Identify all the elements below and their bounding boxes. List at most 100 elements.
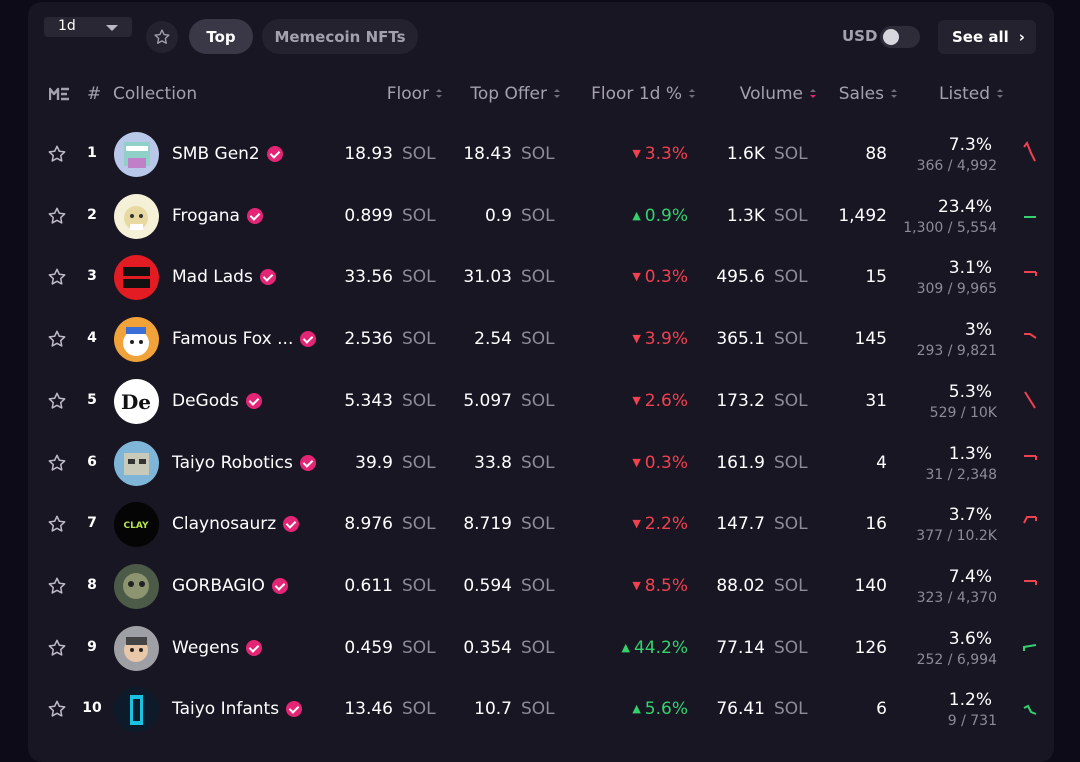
collection-avatar[interactable] — [114, 563, 159, 609]
table-row[interactable]: 8 GORBAGIO 0.611 SOL 0.594 SOL ▼ 8.5% 88.02 SOL 14… — [0, 557, 1080, 619]
col-floor-header[interactable]: Floor — [387, 84, 442, 104]
star-icon[interactable] — [47, 576, 67, 596]
star-icon[interactable] — [47, 206, 67, 226]
col-listed-label: Listed — [939, 84, 990, 104]
collection-avatar[interactable] — [114, 193, 159, 239]
floor-change: ▲ 0.9% — [632, 206, 688, 226]
floor-sparkline — [1024, 391, 1036, 409]
collection-avatar[interactable] — [114, 687, 159, 733]
table-row[interactable]: 1 SMB Gen2 18.93 SOL 18.43 SOL ▼ 3.3% 1.6K SOL 88 7… — [0, 125, 1080, 187]
table-row[interactable]: 3 Mad Lads 33.56 SOL 31.03 SOL ▼ 0.3% 495.6 SOL 15… — [0, 248, 1080, 310]
listed-percent: 7.3% — [948, 135, 992, 155]
collections-panel — [28, 2, 1054, 762]
floor-price: 33.56 — [344, 267, 393, 288]
collection-name[interactable]: Taiyo Robotics — [172, 453, 316, 473]
collection-name-text: Mad Lads — [172, 267, 253, 288]
collection-name[interactable]: Taiyo Infants — [172, 699, 303, 720]
usd-toggle[interactable] — [880, 26, 920, 48]
volume: 495.6 — [716, 267, 765, 288]
listed-percent: 3.7% — [948, 505, 992, 526]
col-listed-header[interactable]: Listed — [939, 84, 1003, 104]
volume-unit: SOL — [774, 390, 808, 411]
collection-name-text: Taiyo Infants — [172, 699, 280, 720]
collection-name[interactable]: Famous Fox ... — [172, 329, 317, 349]
collection-avatar[interactable] — [114, 317, 159, 363]
floor-price: 0.459 — [344, 637, 393, 658]
floor-change-value: 5.6% — [644, 699, 688, 720]
top-offer-price: 33.8 — [474, 452, 512, 473]
star-icon[interactable] — [47, 453, 67, 473]
period-select[interactable]: 1d — [44, 17, 132, 37]
star-icon[interactable] — [47, 514, 67, 534]
top-offer-price: 0.594 — [463, 575, 512, 596]
floor-sparkline — [1024, 215, 1036, 218]
rank: 1 — [87, 145, 97, 161]
floor-unit: SOL — [402, 267, 436, 288]
star-icon[interactable] — [47, 329, 67, 349]
sales-count: 31 — [865, 390, 887, 411]
listed-percent: 1.3% — [948, 443, 992, 464]
rank: 5 — [87, 391, 97, 408]
collection-avatar[interactable] — [114, 440, 159, 486]
star-icon[interactable] — [47, 267, 67, 287]
collection-name[interactable]: Frogana — [172, 206, 263, 226]
listed-count: 309 / 9,965 — [916, 281, 997, 298]
tab-top[interactable]: Top — [189, 19, 253, 54]
collection-name[interactable]: SMB Gen2 — [172, 144, 283, 164]
volume-unit: SOL — [774, 699, 808, 720]
table-row[interactable]: 2 Frogana 0.899 SOL 0.9 SOL ▲ 0.9% 1.3K SOL 1,492 2… — [0, 187, 1080, 249]
collection-avatar[interactable] — [114, 625, 159, 671]
table-row[interactable]: 6 Taiyo Robotics 39.9 SOL 33.8 SOL ▼ 0.3% 161.9 S… — [0, 434, 1080, 496]
collection-avatar[interactable] — [114, 255, 159, 301]
top-offer-price: 18.43 — [463, 144, 512, 164]
collection-name-text: Claynosaurz — [172, 514, 277, 535]
collection-name[interactable]: Claynosaurz — [172, 514, 300, 535]
table-row[interactable]: 5 De DeGods 5.343 SOL 5.097 SOL ▼ 2.6% 173.2 SOL 31… — [0, 372, 1080, 434]
floor-unit: SOL — [402, 329, 436, 350]
floor-change: ▼ 0.3% — [632, 267, 688, 287]
star-icon[interactable] — [47, 699, 67, 719]
top-offer-price: 2.54 — [474, 329, 512, 350]
collection-avatar[interactable] — [114, 132, 159, 177]
collection-name[interactable]: DeGods — [172, 391, 262, 411]
top-offer-price: 8.719 — [463, 514, 512, 535]
collection-name[interactable]: Wegens — [172, 638, 263, 658]
collection-avatar[interactable]: CLAY — [114, 502, 159, 548]
star-icon[interactable] — [47, 638, 67, 658]
see-all-button[interactable]: See all › — [938, 20, 1036, 54]
collection-avatar[interactable]: De — [114, 378, 159, 424]
magic-eden-logo-icon — [49, 87, 69, 101]
sort-icon — [689, 88, 695, 98]
star-icon[interactable] — [47, 391, 67, 411]
verified-badge-icon — [246, 207, 263, 224]
favorites-filter-button[interactable] — [146, 21, 178, 53]
rank: 2 — [87, 206, 97, 223]
volume-unit: SOL — [774, 267, 808, 288]
floor-unit: SOL — [402, 514, 436, 535]
toggle-knob — [883, 29, 899, 45]
verified-badge-icon — [259, 269, 276, 286]
tab-memecoin-nfts[interactable]: Memecoin NFTs — [262, 19, 418, 54]
top-offer-unit: SOL — [521, 329, 555, 350]
col-floor-change-header[interactable]: Floor 1d % — [591, 84, 695, 104]
collection-name[interactable]: GORBAGIO — [172, 576, 288, 596]
star-icon[interactable] — [47, 144, 67, 164]
collection-name[interactable]: Mad Lads — [172, 267, 276, 287]
table-row[interactable]: 7 CLAY Claynosaurz 8.976 SOL 8.719 SOL ▼ 2.2% 147… — [0, 495, 1080, 557]
listed-count: 323 / 4,370 — [916, 589, 997, 606]
top-offer-unit: SOL — [521, 144, 555, 164]
star-icon — [154, 29, 170, 44]
listed-count: 529 / 10K — [929, 404, 997, 421]
top-offer-unit: SOL — [521, 452, 555, 473]
floor-change-value: 2.2% — [644, 514, 688, 535]
col-sales-header[interactable]: Sales — [839, 84, 897, 104]
col-top-offer-header[interactable]: Top Offer — [470, 84, 560, 104]
table-row[interactable]: 10 Taiyo Infants 13.46 SOL 10.7 SOL ▲ 5.6% 76.41… — [0, 680, 1080, 742]
table-row[interactable]: 4 Famous Fox ... 2.536 SOL 2.54 SOL ▼ 3.9% 365.1… — [0, 310, 1080, 372]
col-floor-change-label: Floor 1d % — [591, 84, 682, 104]
table-row[interactable]: 9 Wegens 0.459 SOL 0.354 SOL ▲ 44.2% 77.14 SOL 126… — [0, 619, 1080, 681]
col-volume-header[interactable]: Volume — [740, 84, 816, 104]
top-offer-unit: SOL — [521, 267, 555, 288]
listed-percent: 3.1% — [948, 258, 992, 279]
sort-desc-active-icon — [810, 88, 816, 98]
